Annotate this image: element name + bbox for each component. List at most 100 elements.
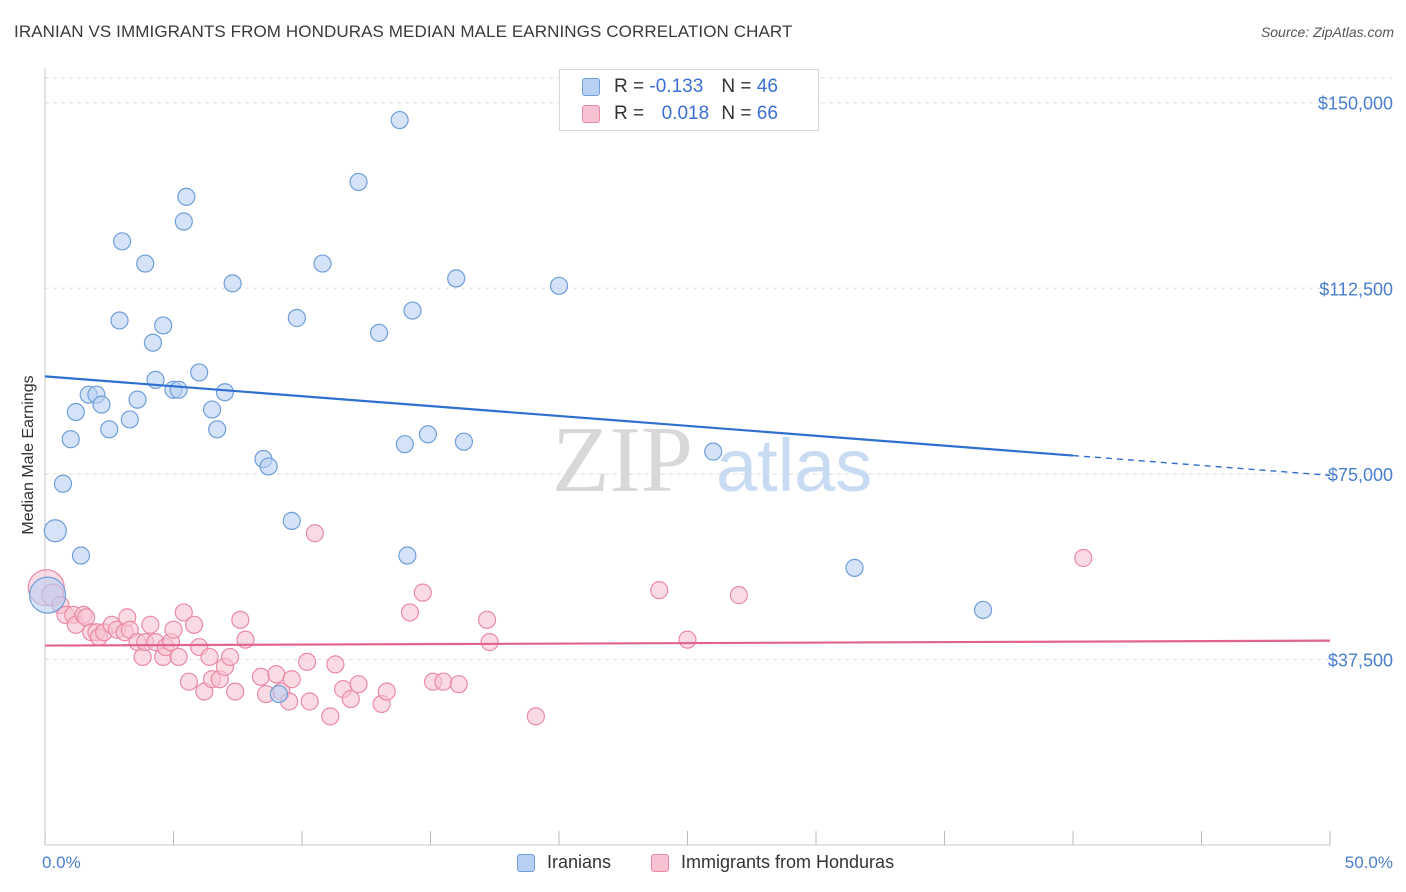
y-tick-label: $150,000 xyxy=(1318,94,1393,114)
legend-item-iranians[interactable]: Iranians xyxy=(517,852,611,873)
honduras-point xyxy=(341,689,360,709)
honduras-point xyxy=(169,647,188,667)
iranian-point xyxy=(403,301,422,320)
iranian-point xyxy=(174,212,193,231)
iranian-point xyxy=(112,232,132,251)
iranian-point xyxy=(202,400,222,419)
honduras-point xyxy=(200,647,219,667)
legend-swatch-iranians xyxy=(517,853,535,872)
legend-swatch-honduras xyxy=(582,105,600,123)
legend-r-label: R = xyxy=(614,76,645,97)
y-tick-labels: $37,500 $75,000 $112,500 $150,000 xyxy=(1318,94,1393,671)
legend-swatch-honduras xyxy=(651,853,669,872)
trend-lines xyxy=(44,375,1331,647)
legend-row-honduras: R = 0.018 N = 66 xyxy=(582,101,778,127)
iranian-point xyxy=(128,390,147,409)
legend-label-honduras: Immigrants from Honduras xyxy=(681,852,895,872)
iranian-point xyxy=(190,363,209,382)
iranian-point xyxy=(418,425,438,444)
legend-n-value: 46 xyxy=(756,76,778,97)
iranian-trend-extension xyxy=(1072,454,1331,477)
y-tick-label: $75,000 xyxy=(1328,465,1393,485)
iranian-point xyxy=(110,311,129,330)
iranian-point xyxy=(92,395,111,414)
honduras-point xyxy=(377,682,396,701)
honduras-point xyxy=(434,672,453,691)
honduras-point xyxy=(650,581,669,600)
honduras-point xyxy=(141,615,160,634)
iranian-point xyxy=(66,402,85,422)
iranian-point xyxy=(177,187,196,206)
iranian-point xyxy=(53,474,73,493)
iranian-point xyxy=(349,172,368,192)
honduras-point xyxy=(480,633,499,652)
legend-swatch-iranians xyxy=(582,78,600,96)
legend-item-honduras[interactable]: Immigrants from Honduras xyxy=(651,852,894,873)
honduras-point xyxy=(251,667,270,686)
iranian-point xyxy=(395,435,414,454)
x-tick-labels: 0.0% 50.0% xyxy=(42,853,1393,872)
axes xyxy=(44,68,1331,846)
iranian-point xyxy=(143,333,163,352)
honduras-trend-line xyxy=(44,639,1331,647)
stats-legend: R = -0.133 N = 46 R = 0.018 N = 66 xyxy=(559,69,819,131)
honduras-point xyxy=(300,692,319,711)
iranian-trend-line xyxy=(44,375,1074,457)
iranian-point xyxy=(43,519,67,543)
iranian-point xyxy=(973,600,993,620)
honduras-point xyxy=(449,675,468,694)
y-axis-label: Median Male Earnings xyxy=(20,375,37,534)
honduras-point xyxy=(413,583,432,602)
legend-row-iranians: R = -0.133 N = 46 xyxy=(582,74,778,100)
iranian-point xyxy=(704,442,723,461)
iranian-point xyxy=(223,274,242,293)
legend-n-label: N = xyxy=(721,103,752,124)
iranian-point xyxy=(313,254,332,273)
honduras-point xyxy=(526,707,545,726)
iranian-point xyxy=(136,254,155,273)
iranian-point xyxy=(71,546,91,565)
iranian-point xyxy=(28,576,67,614)
honduras-point xyxy=(184,615,204,634)
honduras-point xyxy=(174,603,193,622)
x-tick-label-max: 50.0% xyxy=(1345,853,1393,872)
honduras-point xyxy=(267,665,286,684)
iranian-point xyxy=(120,410,139,429)
iranian-point xyxy=(845,558,864,577)
y-tick-label: $112,500 xyxy=(1319,279,1393,299)
iranian-point xyxy=(287,308,306,328)
honduras-point xyxy=(1074,548,1093,568)
iranian-point xyxy=(282,511,301,530)
data-points xyxy=(27,110,1093,726)
iranian-point xyxy=(61,430,80,449)
x-tick-label-min: 0.0% xyxy=(42,853,81,872)
grid-lines xyxy=(45,77,1392,660)
legend-r-value: 0.018 xyxy=(661,103,710,124)
honduras-point xyxy=(321,707,340,726)
honduras-point xyxy=(220,647,240,667)
y-tick-label: $37,500 xyxy=(1328,650,1393,670)
iranian-point xyxy=(259,457,278,476)
iranian-point xyxy=(169,380,188,399)
iranian-point xyxy=(269,684,288,704)
honduras-point xyxy=(305,524,324,543)
iranian-point xyxy=(447,269,466,288)
honduras-point xyxy=(729,586,749,605)
iranian-point xyxy=(398,546,417,565)
iranian-point xyxy=(154,316,173,335)
honduras-point xyxy=(326,655,345,674)
legend-r-label: R = xyxy=(614,103,645,124)
honduras-point xyxy=(298,652,317,672)
iranian-point xyxy=(454,432,474,451)
legend-r-value: -0.133 xyxy=(649,76,704,97)
honduras-point xyxy=(678,630,697,649)
honduras-point xyxy=(349,675,368,694)
iranian-point xyxy=(215,383,234,402)
honduras-point xyxy=(282,670,301,689)
honduras-point xyxy=(179,672,199,691)
honduras-point xyxy=(133,647,152,667)
iranian-point xyxy=(370,323,389,342)
iranian-point xyxy=(390,110,409,130)
honduras-point xyxy=(231,610,250,629)
